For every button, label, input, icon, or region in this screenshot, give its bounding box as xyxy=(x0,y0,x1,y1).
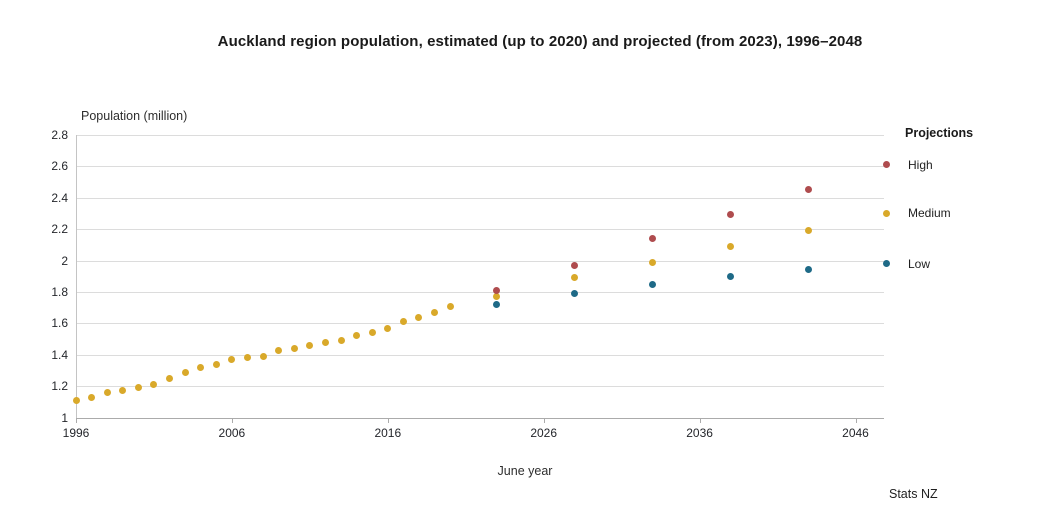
gridline xyxy=(76,354,884,356)
data-point-medium xyxy=(649,258,657,266)
data-point-estimated xyxy=(321,338,329,346)
data-point-low xyxy=(493,301,501,309)
data-point-low xyxy=(649,280,657,288)
gridline xyxy=(76,166,884,168)
legend-label-high: High xyxy=(908,157,933,172)
x-tick-mark xyxy=(76,418,77,423)
data-point-estimated xyxy=(306,341,314,349)
data-point-estimated xyxy=(88,393,96,401)
data-point-estimated xyxy=(243,354,251,362)
data-point-low xyxy=(883,260,891,268)
x-tick-label: 2026 xyxy=(530,425,558,440)
gridline xyxy=(76,323,884,325)
x-tick-mark xyxy=(855,418,857,423)
data-point-high xyxy=(883,161,891,169)
data-point-estimated xyxy=(103,389,111,397)
data-point-estimated xyxy=(399,318,407,326)
gridline xyxy=(76,291,884,293)
x-tick-label: 2016 xyxy=(374,425,402,440)
x-axis-line xyxy=(76,417,884,419)
source-attribution: Stats NZ xyxy=(889,487,938,501)
y-tick-label: 1.4 xyxy=(51,347,68,362)
y-axis-title: Population (million) xyxy=(81,109,188,123)
data-point-estimated xyxy=(212,360,220,368)
data-point-high xyxy=(805,186,813,194)
gridline xyxy=(76,134,884,136)
data-point-estimated xyxy=(275,346,283,354)
data-point-estimated xyxy=(119,387,127,395)
data-point-estimated xyxy=(72,396,80,404)
x-tick-label: 2046 xyxy=(842,425,869,440)
y-tick-label: 2.4 xyxy=(51,190,68,205)
gridline xyxy=(76,386,884,388)
legend-label-low: Low xyxy=(908,256,931,271)
data-point-estimated xyxy=(431,308,439,316)
data-point-high xyxy=(649,235,657,243)
gridline xyxy=(76,197,884,199)
legend-label-medium: Medium xyxy=(908,206,951,221)
x-tick-label: 1996 xyxy=(62,425,90,440)
data-point-estimated xyxy=(446,302,454,310)
y-tick-label: 1.6 xyxy=(51,316,68,331)
data-point-estimated xyxy=(368,329,376,337)
gridline xyxy=(76,229,884,231)
x-axis-title: June year xyxy=(497,464,553,478)
data-point-estimated xyxy=(166,374,174,382)
y-tick-label: 2.6 xyxy=(51,159,68,174)
x-tick-mark xyxy=(387,418,389,423)
data-point-medium xyxy=(571,274,579,282)
data-point-high xyxy=(727,211,735,219)
data-point-estimated xyxy=(353,332,361,340)
data-point-estimated xyxy=(181,368,189,376)
data-point-medium xyxy=(727,242,735,250)
y-tick-label: 1.2 xyxy=(51,379,68,394)
y-tick-label: 1.8 xyxy=(51,284,68,299)
data-point-estimated xyxy=(228,356,236,364)
x-tick-mark xyxy=(699,418,701,423)
x-tick-label: 2006 xyxy=(218,425,246,440)
data-point-estimated xyxy=(337,337,345,345)
data-point-low xyxy=(805,266,813,274)
data-point-low xyxy=(571,290,579,298)
data-point-low xyxy=(727,272,735,280)
y-tick-label: 2.8 xyxy=(51,127,68,142)
data-point-estimated xyxy=(134,384,142,392)
data-point-estimated xyxy=(259,352,267,360)
data-point-estimated xyxy=(415,313,423,321)
data-point-estimated xyxy=(150,381,158,389)
data-point-high xyxy=(571,261,579,269)
x-tick-mark xyxy=(231,418,233,423)
data-point-medium xyxy=(883,209,891,217)
chart-title: Auckland region population, estimated (u… xyxy=(217,33,863,50)
x-tick-mark xyxy=(543,418,545,423)
y-tick-label: 2.2 xyxy=(51,222,68,237)
data-point-high xyxy=(493,286,501,294)
y-axis-line xyxy=(76,134,77,418)
data-point-medium xyxy=(493,293,501,301)
x-tick-label: 2036 xyxy=(686,425,713,440)
legend-title: Projections xyxy=(905,126,974,140)
data-point-estimated xyxy=(384,324,392,332)
y-tick-label: 1 xyxy=(61,410,68,425)
data-point-estimated xyxy=(197,363,205,371)
gridline xyxy=(76,260,884,262)
data-point-estimated xyxy=(290,345,298,353)
y-tick-label: 2 xyxy=(61,253,68,268)
data-point-medium xyxy=(805,227,813,235)
